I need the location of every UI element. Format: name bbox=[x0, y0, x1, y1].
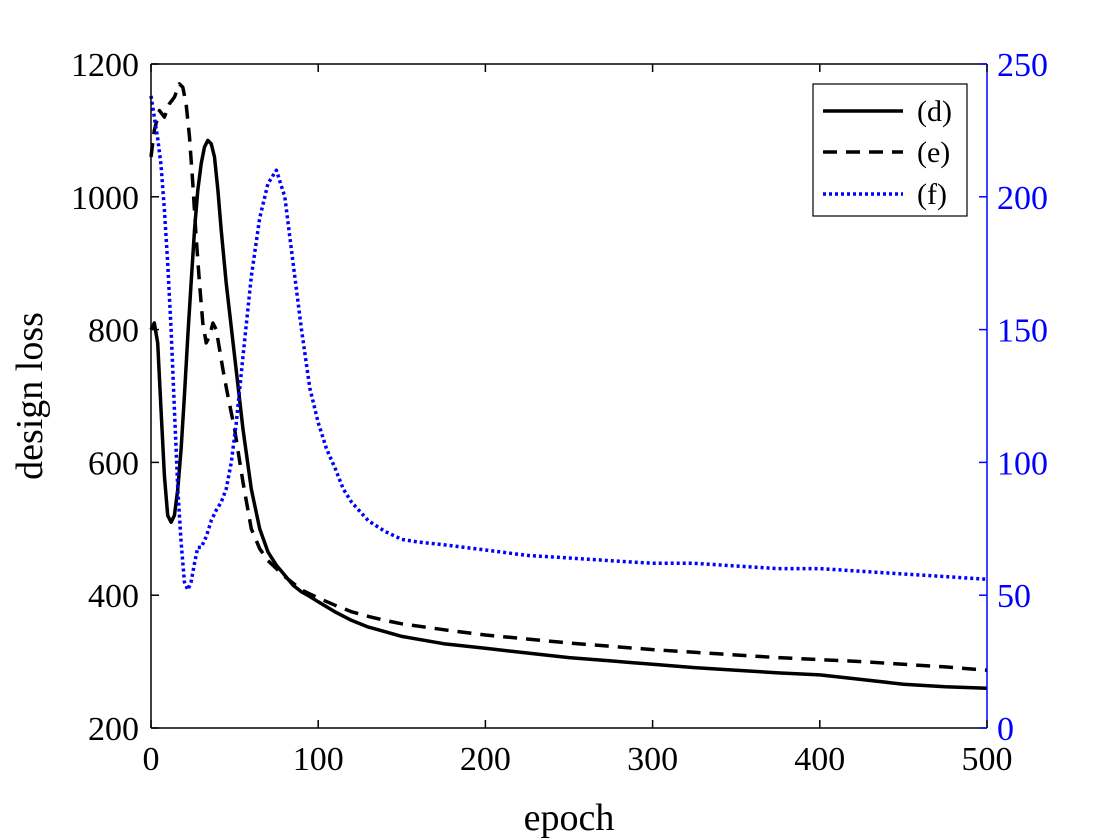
legend-label-f: (f) bbox=[917, 178, 947, 211]
series-line-e bbox=[149, 82, 988, 672]
y2-tick-label: 100 bbox=[997, 445, 1048, 482]
y-tick-label: 400 bbox=[88, 578, 139, 615]
y2-tick-label: 250 bbox=[997, 47, 1048, 84]
legend-label-d: (d) bbox=[917, 95, 952, 128]
x-tick-label: 0 bbox=[143, 741, 160, 778]
series-line-d bbox=[149, 138, 988, 690]
x-tick-label: 500 bbox=[962, 741, 1013, 778]
series-layer bbox=[149, 82, 988, 690]
tick-layer: 0 100 200 300 400 500 200 400 600 800 1000 1200 0 50 1… bbox=[71, 47, 1048, 778]
y2-tick-label: 150 bbox=[997, 313, 1048, 350]
x-axis-label: epoch bbox=[524, 797, 615, 839]
y2-tick-label: 200 bbox=[997, 180, 1048, 217]
y2-tick-label: 50 bbox=[997, 578, 1031, 615]
x-tick-label: 400 bbox=[794, 741, 845, 778]
y-tick-label: 1200 bbox=[71, 47, 139, 84]
legend-label-e: (e) bbox=[917, 136, 950, 169]
y-axis-label: design loss bbox=[9, 312, 51, 480]
y-tick-label: 600 bbox=[88, 445, 139, 482]
x-tick-label: 100 bbox=[293, 741, 344, 778]
y-tick-label: 1000 bbox=[71, 180, 139, 217]
y-tick-label: 200 bbox=[88, 711, 139, 748]
x-tick-label: 200 bbox=[460, 741, 511, 778]
y-tick-label: 800 bbox=[88, 313, 139, 350]
x-tick-label: 300 bbox=[627, 741, 678, 778]
legend: (d) (e) (f) bbox=[812, 83, 968, 217]
y2-tick-label: 0 bbox=[997, 711, 1014, 748]
series-line-f bbox=[149, 95, 988, 592]
